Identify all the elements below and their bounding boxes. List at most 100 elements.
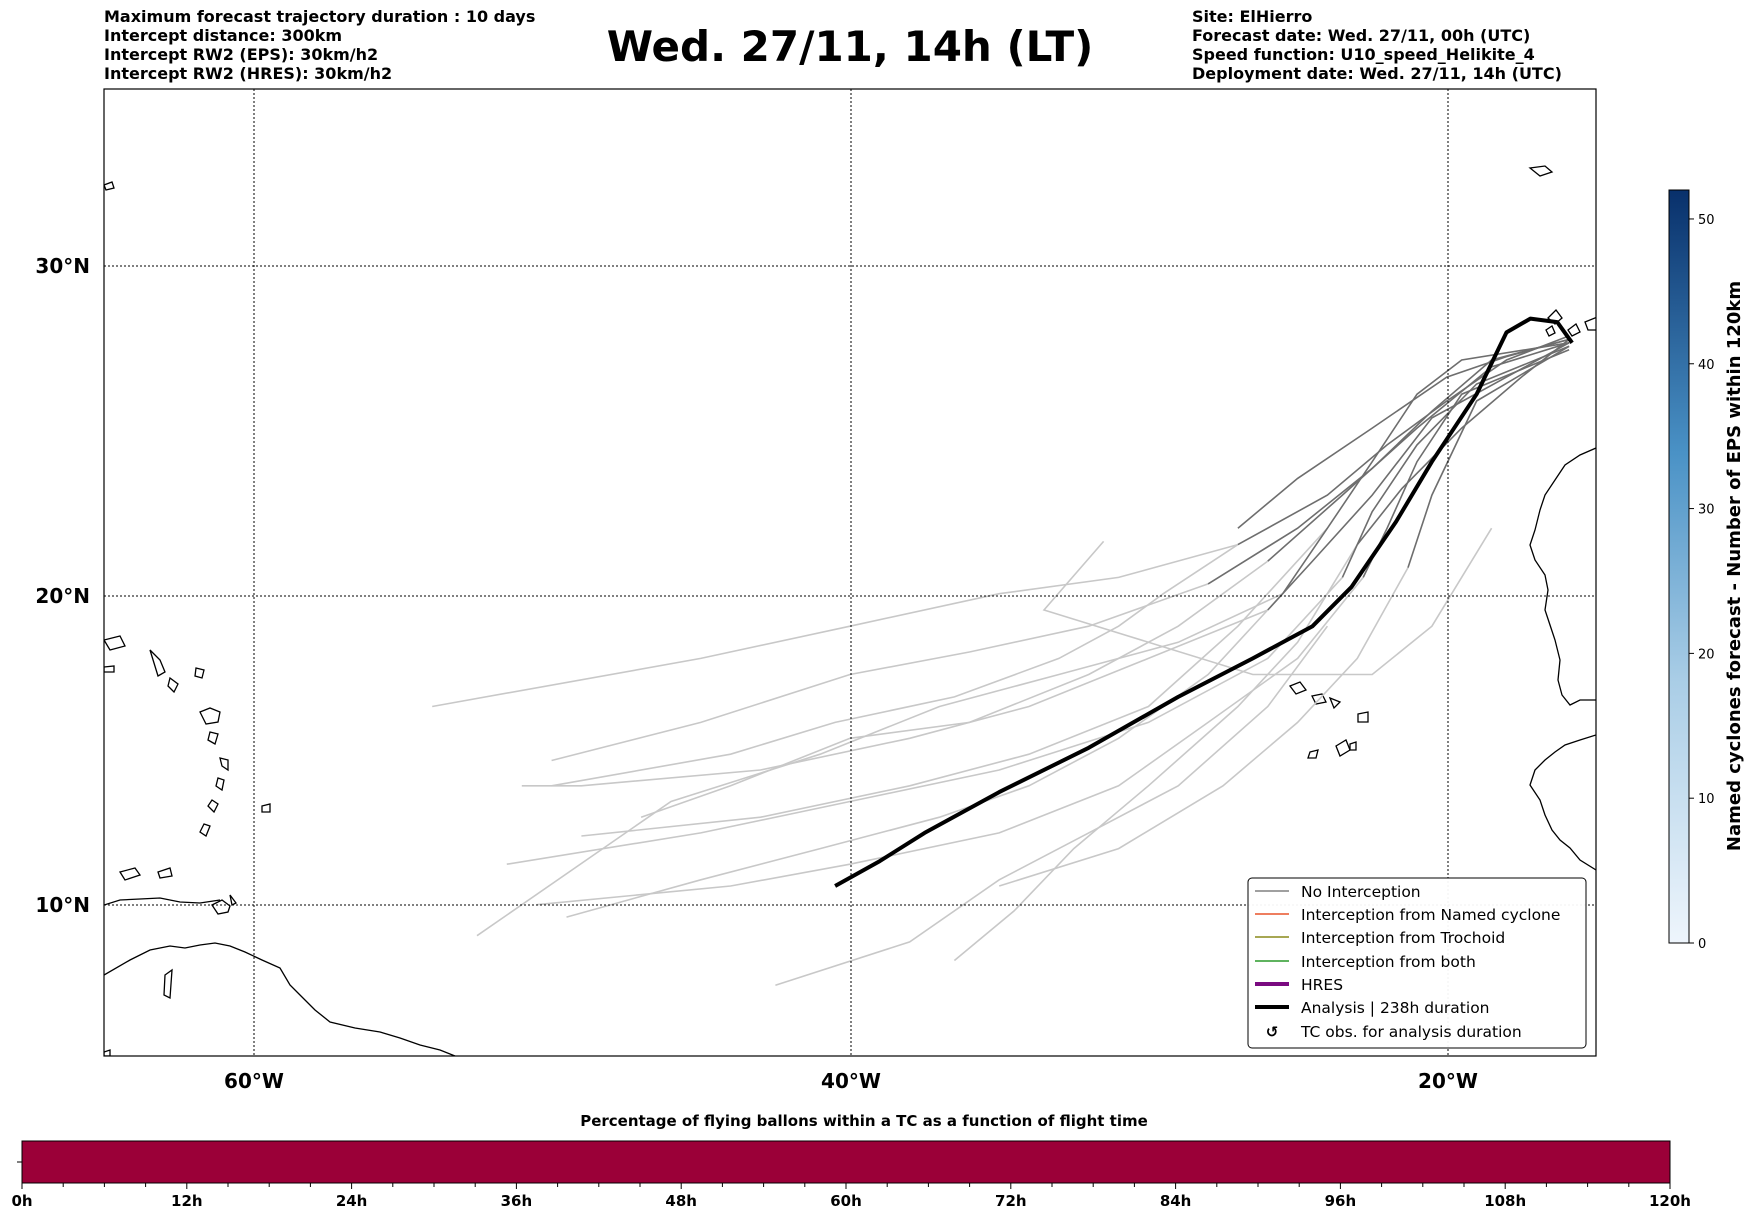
legend: No Interception Interception from Named …: [1247, 877, 1587, 1049]
header-left-line: Intercept RW2 (HRES): 30km/h2: [104, 64, 393, 83]
coastline-antilles-16: [163, 968, 173, 1000]
timebar-tick-label: 120h: [1649, 1192, 1691, 1210]
member-track-light: [521, 609, 1269, 787]
header-right-line: Speed function: U10_speed_Helikite_4: [1192, 45, 1535, 64]
member-track-light: [998, 567, 1409, 887]
lon-tick-labels: 60°W 40°W 20°W: [224, 1069, 1478, 1093]
coastline-antilles-4: [215, 777, 225, 792]
member-track-light: [506, 576, 1343, 865]
coastline-antilles-3: [219, 757, 229, 772]
colorbar: 0 10 20 30 40 50 Named cyclones forecast - Nu…: [1668, 189, 1745, 952]
member-track-light: [640, 560, 1269, 818]
coastline-antilles-15: [157, 867, 173, 879]
map-content: [104, 89, 1630, 1056]
header-info-left: Maximum forecast trajectory duration : 1…: [104, 7, 535, 83]
member-track-light: [581, 527, 1328, 837]
coastline-antilles-10: [167, 676, 179, 694]
coastline-capeverde-4: [1357, 711, 1369, 723]
coastline-antilles-18: [229, 894, 237, 906]
colorbar-tick-label: 10: [1698, 792, 1715, 807]
legend-label: HRES: [1301, 976, 1343, 994]
coastline-capeverde-2: [1311, 693, 1327, 705]
legend-label: Interception from Trochoid: [1301, 929, 1505, 947]
coastline-antilles-17: [104, 1049, 111, 1056]
lon-tick-label: 40°W: [821, 1069, 881, 1093]
legend-label: Interception from both: [1301, 953, 1476, 971]
member-track-dark: [1341, 345, 1570, 578]
coastlines: [104, 165, 1630, 1056]
coastline-canary-5: [1610, 324, 1630, 340]
lat-tick-label: 30°N: [35, 254, 90, 278]
coastline-madeira: [1528, 165, 1554, 177]
lat-tick-label: 10°N: [35, 893, 90, 917]
member-track-light: [775, 625, 1329, 986]
coastline-antilles-6: [199, 823, 211, 837]
colorbar-tick-label: 40: [1698, 358, 1715, 373]
member-track-light: [432, 543, 1239, 708]
time-percentage-bar: Percentage of flying ballons within a TC…: [11, 1112, 1691, 1210]
tc-symbol-icon: ↺: [1266, 1023, 1279, 1041]
coastline-antilles-11: [194, 667, 205, 679]
coastline-canary-2: [1567, 323, 1581, 337]
coastline-capeverde-6: [1349, 741, 1357, 751]
timebar-tick-label: 36h: [501, 1192, 533, 1210]
coastline-capeverde-7: [1307, 749, 1319, 759]
colorbar-tick-label: 50: [1698, 213, 1715, 228]
member-track-dark: [1237, 338, 1570, 529]
member-track-light: [953, 544, 1358, 962]
colorbar-tick-label: 30: [1698, 503, 1715, 518]
lat-tick-labels: 30°N 20°N 10°N: [35, 254, 90, 917]
member-tracks-dark: [1207, 335, 1570, 611]
header-right-line: Forecast date: Wed. 27/11, 00h (UTC): [1192, 26, 1531, 45]
header-right-line: Deployment date: Wed. 27/11, 14h (UTC): [1192, 64, 1562, 83]
member-track-dark: [1407, 345, 1570, 568]
legend-box: [1247, 877, 1587, 1049]
header-left-line: Maximum forecast trajectory duration : 1…: [104, 7, 536, 26]
coastline-canary-4: [1584, 316, 1596, 331]
coastline-capeverde-1: [1288, 681, 1308, 695]
timebar-title: Percentage of flying ballons within a TC…: [580, 1112, 1148, 1130]
timebar-ticks: 0h 12h 24h 36h 48h 60h 72h 84h 96h 108h 120h: [11, 1183, 1691, 1210]
member-track-dark: [1237, 335, 1570, 546]
lon-tick-label: 60°W: [224, 1069, 284, 1093]
colorbar-tick-label: 0: [1698, 937, 1706, 952]
timebar-tick-label: 108h: [1484, 1192, 1526, 1210]
coastline-west-africa: [1529, 447, 1596, 706]
coastline-antilles-5: [207, 799, 219, 814]
header-info-right: Site: ElHierro Forecast date: Wed. 27/11…: [1192, 7, 1562, 83]
header-right-line: Site: ElHierro: [1192, 7, 1313, 26]
colorbar-ticks: 0 10 20 30 40 50: [1689, 213, 1715, 952]
legend-label: Analysis | 238h duration: [1301, 999, 1490, 1017]
legend-label: No Interception: [1301, 883, 1421, 901]
member-track-dark: [1282, 342, 1570, 595]
coastline-antilles-7: [261, 803, 271, 813]
timebar-tick-label: 96h: [1325, 1192, 1357, 1210]
coastline-antilles-9: [149, 649, 166, 677]
legend-label: Interception from Named cyclone: [1301, 906, 1560, 924]
member-track-light: [536, 576, 1364, 906]
timebar-tick-label: 24h: [336, 1192, 368, 1210]
coastline-antilles-12: [104, 665, 115, 673]
map-title: Wed. 27/11, 14h (LT): [606, 22, 1094, 71]
timebar-fill: [21, 1140, 1671, 1184]
timebar-tick-label: 60h: [830, 1192, 862, 1210]
coastline-antilles-2: [207, 731, 219, 745]
coastline-trinidad: [211, 899, 231, 915]
lon-tick-label: 20°W: [1418, 1069, 1478, 1093]
coastline-antilles-8: [104, 635, 126, 651]
lat-tick-label: 20°N: [35, 584, 90, 608]
analysis-track: [834, 316, 1574, 888]
coastline-capeverde-3: [1328, 696, 1342, 710]
member-track-light: [551, 583, 1209, 762]
colorbar-label: Named cyclones forecast - Number of EPS …: [1724, 281, 1745, 851]
coastline-west-africa-south: [1529, 734, 1596, 871]
coastline-south-america: [104, 942, 456, 1056]
timebar-tick-label: 12h: [171, 1192, 203, 1210]
timebar-tick-label: 72h: [995, 1192, 1027, 1210]
member-track-light: [476, 592, 1284, 937]
coastline-canary-3: [1545, 325, 1556, 337]
member-track-dark: [1356, 338, 1570, 546]
header-left-line: Intercept RW2 (EPS): 30km/h2: [104, 45, 379, 64]
coastline-antilles-13: [104, 181, 115, 191]
